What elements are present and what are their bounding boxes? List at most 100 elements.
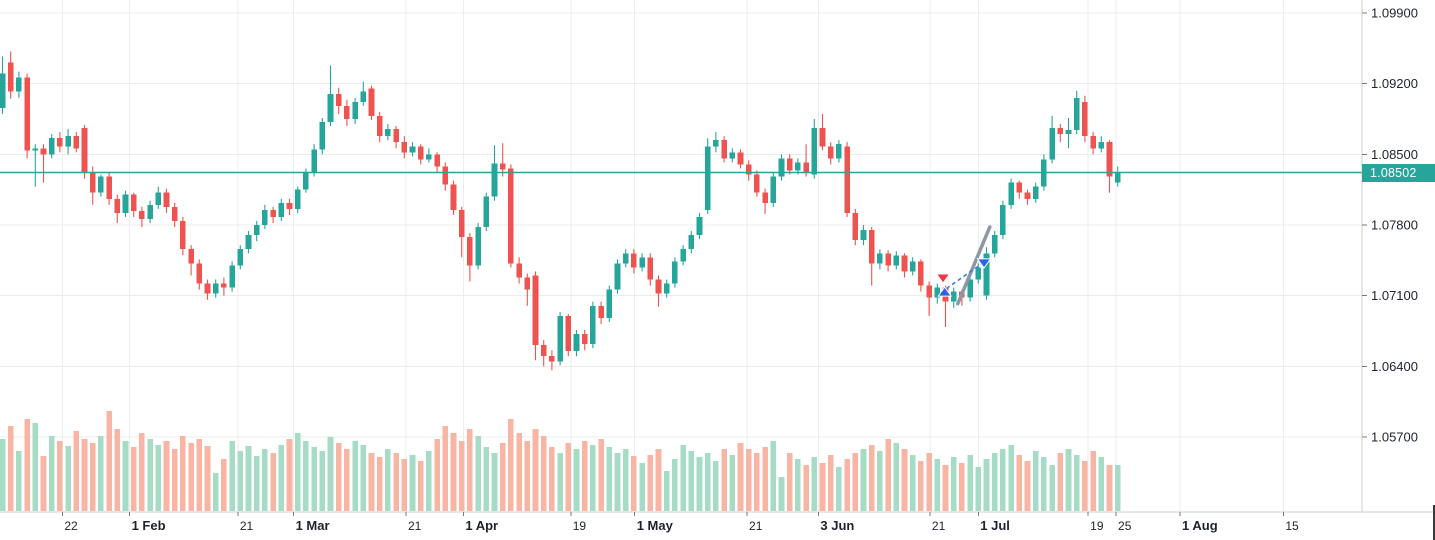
volume-bar: [303, 441, 309, 511]
volume-bar: [1073, 455, 1080, 511]
candle-down: [549, 356, 555, 362]
candle-down: [508, 168, 514, 264]
time-tick-label: 1 Apr: [465, 518, 498, 533]
volume-bar: [499, 443, 506, 511]
candle-up: [0, 73, 6, 108]
candle-down: [1057, 128, 1064, 135]
candle-up: [672, 261, 678, 284]
candle-up: [491, 163, 498, 197]
volume-bar: [631, 456, 637, 511]
candle-up: [811, 128, 818, 175]
candle-up: [262, 209, 268, 225]
candle-down: [852, 212, 859, 241]
candle-down: [106, 176, 112, 199]
volume-bar: [655, 449, 662, 511]
volume-bar: [467, 429, 473, 511]
volume-bar: [188, 443, 194, 511]
sell-marker-red[interactable]: [935, 273, 951, 284]
sell-marker-blue[interactable]: [976, 258, 992, 269]
candle-down: [786, 158, 793, 171]
candle-up: [770, 176, 777, 203]
volume-bar: [0, 439, 6, 511]
volume-bar: [918, 461, 924, 511]
volume-bar: [598, 439, 604, 511]
candle-up: [606, 289, 613, 318]
candle-up: [622, 253, 629, 264]
candle-up: [98, 176, 104, 193]
volume-bar: [573, 449, 580, 511]
volume-bar: [647, 455, 654, 511]
volume-bar: [491, 453, 498, 511]
candle-down: [918, 261, 924, 286]
marker-connector-line: [945, 262, 983, 290]
candle-down: [1090, 136, 1096, 149]
volume-bar: [409, 455, 416, 511]
volume-bar: [860, 449, 867, 511]
candle-up: [48, 138, 55, 155]
volume-bar: [721, 449, 727, 511]
candle-up: [729, 152, 736, 159]
candle-up: [1114, 172, 1121, 183]
candle-up: [311, 149, 317, 173]
volume-bar: [122, 441, 129, 511]
candle-up: [704, 146, 711, 210]
volume-bar: [1032, 451, 1039, 511]
volume-bar: [286, 439, 293, 511]
candle-down: [499, 163, 506, 170]
volume-bar: [696, 457, 703, 511]
candle-up: [147, 204, 153, 219]
candle-down: [401, 142, 408, 153]
candle-down: [286, 202, 293, 209]
time-tick-label: 15: [1285, 519, 1299, 533]
candle-up: [713, 140, 719, 147]
candle-up: [778, 158, 785, 177]
volume-bar: [909, 455, 916, 511]
trend-line[interactable]: [956, 225, 992, 306]
candle-up: [16, 77, 22, 92]
volume-bar: [253, 456, 260, 511]
candle-up: [1049, 128, 1055, 160]
volume-bar: [401, 459, 408, 511]
volume-bar: [24, 419, 30, 511]
candle-up: [229, 265, 235, 288]
volume-bar: [893, 443, 900, 511]
volume-bar: [7, 426, 14, 511]
candle-up: [253, 225, 260, 236]
volume-bar: [368, 453, 375, 511]
volume-bar: [32, 423, 39, 511]
candle-up: [909, 261, 916, 272]
volume-bar: [901, 449, 908, 511]
volume-bar: [16, 451, 22, 511]
volume-bar: [40, 456, 47, 511]
candle-down: [885, 253, 891, 266]
volume-bar: [729, 455, 736, 511]
candle-down: [524, 277, 531, 290]
candle-down: [721, 140, 727, 159]
volume-bar: [393, 453, 399, 511]
candle-down: [819, 128, 826, 147]
volume-bar: [737, 443, 744, 511]
candle-down: [737, 152, 744, 165]
volume-bar: [557, 453, 563, 511]
volume-bar: [376, 457, 383, 511]
volume-bar: [385, 449, 391, 511]
volume-bar: [327, 437, 334, 511]
candle-down: [754, 174, 760, 193]
volume-bar: [540, 436, 547, 511]
volume-bar: [868, 445, 875, 511]
volume-bar: [98, 436, 104, 511]
price-tick-label: 1.09900: [1371, 6, 1418, 21]
volume-bar: [1098, 457, 1105, 511]
volume-bar: [532, 429, 539, 511]
volume-bar: [959, 463, 965, 511]
volume-bar: [622, 449, 629, 511]
candle-up: [860, 230, 867, 241]
candle-down: [393, 129, 399, 143]
buy-marker-blue[interactable]: [937, 286, 953, 297]
candle-down: [803, 162, 809, 173]
candle-down: [188, 249, 194, 264]
candle-down: [1106, 142, 1113, 177]
candle-up: [573, 334, 580, 352]
volume-bar: [795, 459, 801, 511]
